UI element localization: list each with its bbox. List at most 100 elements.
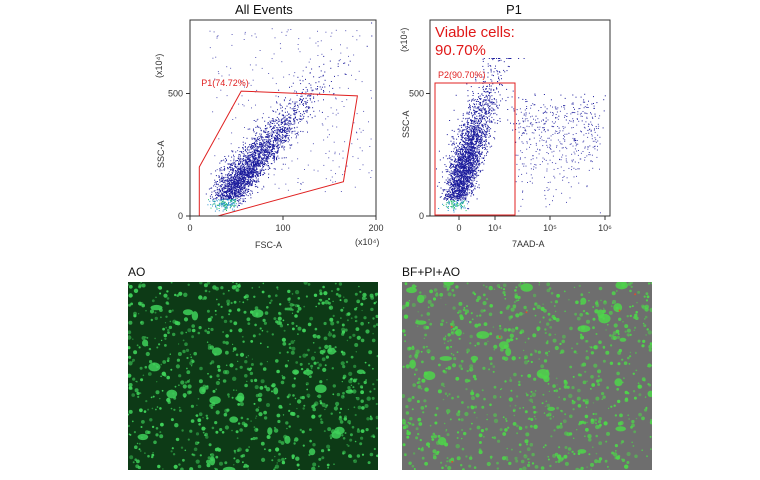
plot2-event — [474, 160, 476, 162]
plot1-event — [263, 185, 265, 187]
plot1-event — [266, 144, 268, 146]
plot1-event — [250, 185, 252, 187]
plot1-event — [296, 119, 298, 121]
plot2-event — [467, 155, 469, 157]
plot1-event — [264, 128, 266, 130]
plot1-event — [255, 139, 257, 141]
plot1-event — [281, 140, 283, 141]
plot2-event — [471, 190, 473, 192]
plot1-event — [263, 131, 265, 133]
plot2-event — [483, 147, 485, 149]
plot1-event — [233, 175, 235, 177]
plot2-event — [452, 205, 454, 206]
plot1-event — [256, 160, 258, 162]
plot1-event — [232, 169, 234, 171]
plot2-event — [454, 186, 456, 188]
plot1-event — [251, 170, 253, 172]
plot1-event — [276, 119, 278, 121]
plot2-event — [466, 195, 468, 197]
plot2-event — [490, 91, 492, 93]
plot1-event — [225, 192, 227, 194]
plot1-event — [241, 95, 243, 97]
plot1-y-multiplier: (x10⁴) — [154, 54, 164, 78]
plot1-event — [368, 172, 370, 174]
plot1-event — [229, 195, 231, 196]
plot1-event — [324, 71, 326, 73]
plot2-event — [461, 198, 463, 200]
plot1-event — [229, 168, 231, 170]
plot1-event — [259, 144, 260, 146]
plot1-event — [229, 204, 231, 206]
plot1-event — [242, 181, 244, 182]
plot1-event — [232, 176, 234, 178]
plot2-event — [477, 167, 479, 169]
plot2-event — [448, 201, 450, 203]
plot2-event — [457, 186, 459, 188]
plot1-event — [281, 122, 283, 123]
plot1-event — [258, 136, 260, 138]
plot2-event — [445, 203, 447, 205]
plot1-event — [225, 185, 227, 187]
plot1-event — [248, 82, 250, 84]
plot1-event — [257, 175, 259, 177]
plot1-event — [243, 168, 245, 170]
plot1-event — [257, 139, 259, 141]
plot1-event — [277, 138, 279, 140]
plot1-event — [224, 207, 226, 209]
plot2-event — [471, 160, 473, 162]
plot1-event — [235, 205, 237, 207]
plot1-event — [278, 129, 280, 131]
plot1-event — [234, 184, 236, 185]
plot1-event — [356, 132, 358, 134]
plot1-event — [281, 110, 283, 112]
plot1-event — [239, 166, 241, 168]
plot1-event — [328, 157, 330, 159]
plot2-event — [460, 159, 462, 161]
plot2-event — [462, 174, 464, 176]
plot1-event — [245, 161, 247, 163]
plot1-event — [252, 173, 254, 175]
plot2-event — [460, 199, 462, 201]
plot1-event — [269, 146, 271, 148]
plot1-event — [255, 133, 257, 135]
plot2-event — [466, 187, 468, 189]
plot2-event — [457, 145, 458, 147]
plot1-event — [265, 161, 267, 162]
plot2-event — [466, 111, 468, 113]
plot1-gate-p1[interactable] — [198, 90, 358, 217]
plot2-event — [473, 120, 475, 122]
plot1-event — [252, 146, 254, 148]
plot2-event — [481, 152, 483, 154]
plot1-event — [254, 164, 256, 166]
plot1-event — [236, 186, 238, 188]
plot1-event — [249, 165, 251, 167]
plot1-event — [237, 165, 239, 167]
plot1-event — [257, 160, 259, 162]
plot1-event — [267, 133, 269, 135]
plot2-event — [498, 58, 500, 59]
plot2-event — [479, 128, 481, 130]
plot1-event — [249, 183, 250, 185]
plot1-event — [303, 117, 304, 119]
plot1-event — [235, 151, 237, 153]
plot1-event — [234, 195, 236, 197]
plot1-event — [281, 140, 283, 142]
plot1-event — [216, 204, 218, 206]
plot1-event — [280, 119, 282, 121]
plot1-event — [323, 83, 325, 85]
plot2-event — [463, 207, 465, 209]
plot1-event — [226, 205, 228, 207]
plot2-event — [459, 189, 461, 191]
plot2-event — [456, 149, 458, 150]
plot1-event — [335, 98, 337, 100]
plot2-event — [476, 115, 478, 117]
plot2-event — [466, 187, 468, 189]
plot1-event — [246, 158, 248, 160]
plot1-event — [226, 159, 227, 161]
plot2-event — [449, 186, 451, 188]
plot2-event — [470, 132, 472, 134]
plot1-event — [262, 163, 264, 165]
plot2-event — [468, 157, 470, 159]
plot1-event — [265, 136, 267, 138]
